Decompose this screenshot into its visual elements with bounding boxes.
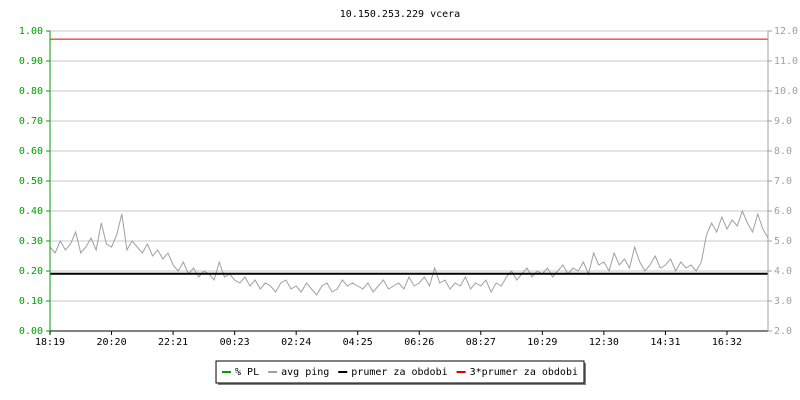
y2-tick-label: 9.0 xyxy=(774,116,792,127)
series-line xyxy=(49,209,769,296)
y-tick-label: 0.40 xyxy=(19,206,43,217)
y2-tick-label: 7.0 xyxy=(774,176,792,187)
x-tick-label: 14:31 xyxy=(650,337,680,348)
y-tick-label: 0.70 xyxy=(19,116,43,127)
x-tick-label: 08:27 xyxy=(466,337,496,348)
y2-tick-label: 8.0 xyxy=(774,146,792,157)
y2-tick-label: 11.0 xyxy=(774,56,798,67)
y2-tick-label: 4.0 xyxy=(774,266,792,277)
legend-label: % PL xyxy=(235,367,259,378)
y-tick-label: 0.50 xyxy=(19,176,43,187)
x-tick-label: 04:25 xyxy=(343,337,373,348)
x-tick-label: 18:19 xyxy=(35,337,65,348)
y-tick-label: 1.00 xyxy=(19,26,43,37)
x-tick-label: 20:20 xyxy=(96,337,126,348)
legend-label: 3*prumer za obdobi xyxy=(470,367,578,378)
y2-tick-label: 5.0 xyxy=(774,236,792,247)
x-tick-label: 02:24 xyxy=(281,337,311,348)
chart-title: 10.150.253.229 vcera xyxy=(340,9,460,20)
x-tick-label: 06:26 xyxy=(404,337,434,348)
legend-label: prumer za obdobi xyxy=(351,367,447,378)
y-tick-label: 0.60 xyxy=(19,146,43,157)
x-tick-label: 12:30 xyxy=(589,337,619,348)
y2-tick-label: 10.0 xyxy=(774,86,798,97)
y2-tick-label: 6.0 xyxy=(774,206,792,217)
x-tick-label: 00:23 xyxy=(220,337,250,348)
y-tick-label: 0.90 xyxy=(19,56,43,67)
y-tick-label: 0.00 xyxy=(19,326,43,337)
y-tick-label: 0.30 xyxy=(19,236,43,247)
legend-box xyxy=(215,360,585,384)
x-tick-label: 16:32 xyxy=(712,337,742,348)
y2-tick-label: 3.0 xyxy=(774,296,792,307)
legend-label: avg ping xyxy=(281,367,329,378)
legend: % PL avg ping prumer za obdobi 3*prumer za … xyxy=(215,360,586,385)
y2-tick-label: 2.0 xyxy=(774,326,792,337)
x-tick-label: 10:29 xyxy=(527,337,557,348)
y-tick-label: 0.80 xyxy=(19,86,43,97)
y-tick-label: 0.10 xyxy=(19,296,43,307)
y-tick-label: 0.20 xyxy=(19,266,43,277)
x-tick-label: 22:21 xyxy=(158,337,188,348)
y2-tick-label: 12.0 xyxy=(774,26,798,37)
